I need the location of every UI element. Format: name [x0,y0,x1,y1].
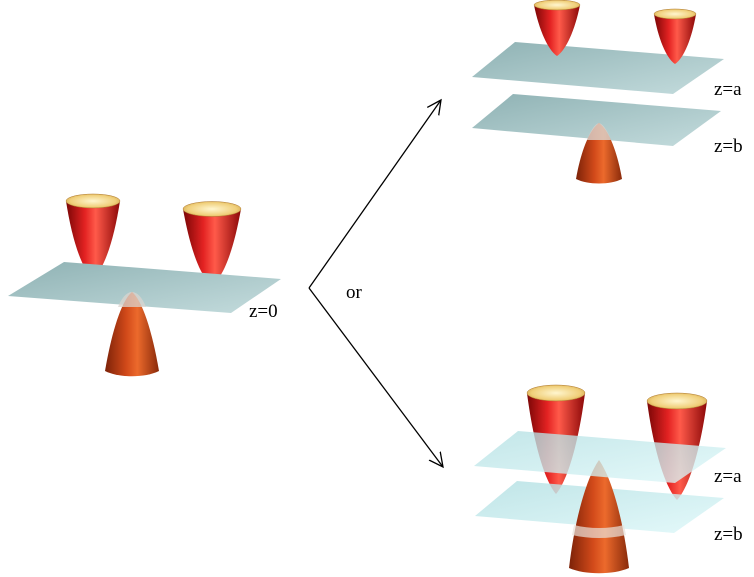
branch-arrows: or [308,100,443,467]
top-right-plane-zb [472,94,721,146]
bottom-right-upper-plane-label: z=a [714,466,742,487]
or-label: or [346,282,363,303]
left-plane-label: z=0 [249,301,278,322]
bottom-right-lower-cone [569,460,629,574]
top-right-panel: z=a z=b [472,0,743,184]
left-upper-cone-1 [65,193,121,278]
top-right-lower-cone [576,123,622,184]
bottom-right-panel: z=a z=b [474,384,743,574]
top-right-upper-cone-1 [533,0,581,56]
bottom-right-plane-za [474,431,726,483]
arrow-to-top-right [308,100,441,289]
top-right-lower-plane-label: z=b [714,136,743,157]
left-upper-cone-2 [182,201,242,285]
left-lower-cone [105,292,159,377]
top-right-plane-za [472,42,724,94]
top-right-upper-plane-label: z=a [714,79,742,100]
left-panel: z=0 [8,193,281,377]
bottom-right-lower-plane-label: z=b [714,524,743,545]
left-plane-z0 [8,262,281,313]
arrow-to-bottom-right [308,287,443,467]
top-right-upper-cone-2 [653,8,697,64]
